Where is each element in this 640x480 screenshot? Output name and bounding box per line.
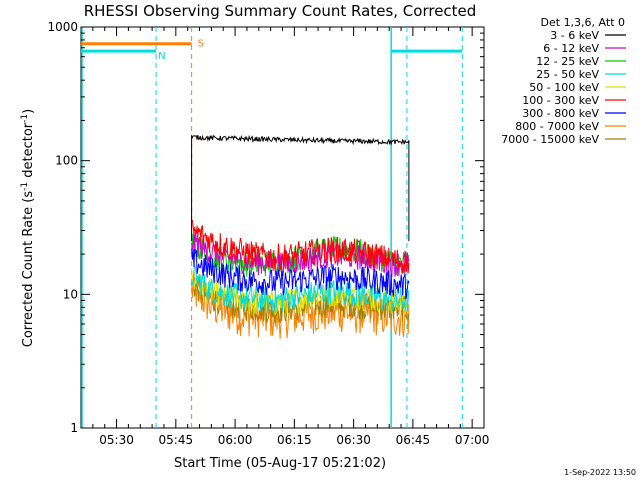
legend-label: 800 - 7000 keV: [515, 120, 599, 133]
x-axis-label: Start Time (05-Aug-17 05:21:02): [174, 456, 386, 471]
y-axis-label-base: Corrected Count Rate (s: [21, 191, 36, 348]
chart-title: RHESSI Observing Summary Count Rates, Co…: [84, 2, 477, 20]
legend-label: 25 - 50 keV: [536, 68, 599, 81]
legend-label: 100 - 300 keV: [522, 94, 599, 107]
series-line-100-300-keV: [191, 219, 410, 274]
y-axis: 1 10 100 1000: [47, 20, 484, 435]
x-tick-label: 05:45: [159, 433, 194, 447]
y-tick-label: 10: [63, 287, 78, 301]
plot-area: SN: [80, 26, 485, 429]
x-tick-label: 05:30: [99, 433, 134, 447]
legend-label: 6 - 12 keV: [543, 42, 599, 55]
x-tick-label: 06:00: [218, 433, 253, 447]
x-axis: 05:30 05:45 06:00 06:15 06:30 06:45 07:00: [92, 27, 490, 447]
x-tick-label: 06:30: [336, 433, 371, 447]
series-line-300-800-keV: [191, 248, 410, 300]
timestamp: 1-Sep-2022 13:50: [564, 468, 636, 477]
y-axis-label-mid: detector: [21, 122, 36, 182]
saa-label: S: [198, 39, 204, 50]
legend-label: 12 - 25 keV: [536, 55, 599, 68]
legend-label: 3 - 6 keV: [550, 29, 599, 42]
series-line-50-100-keV: [191, 268, 410, 315]
legend-label: 50 - 100 keV: [529, 81, 599, 94]
y-axis-label-sup1: -1: [20, 182, 30, 191]
x-tick-label: 06:15: [277, 433, 312, 447]
legend-label: 300 - 800 keV: [522, 107, 599, 120]
x-tick-label: 06:45: [396, 433, 431, 447]
y-tick-label: 1: [70, 421, 78, 435]
series-line-3-6-keV: [191, 134, 410, 242]
legend-title: Det 1,3,6, Att 0: [541, 16, 625, 29]
legend-label: 7000 - 15000 keV: [501, 133, 599, 146]
night-label: N: [158, 51, 165, 62]
y-tick-label: 1000: [47, 20, 78, 34]
series-line-800-7000-keV: [191, 269, 410, 339]
y-axis-label: Corrected Count Rate (s-1 detector-1): [20, 109, 36, 347]
y-tick-label: 100: [55, 154, 78, 168]
y-axis-label-sup2: -1: [20, 114, 30, 123]
x-tick-label: 07:00: [455, 433, 490, 447]
y-axis-label-end: ): [21, 109, 36, 114]
